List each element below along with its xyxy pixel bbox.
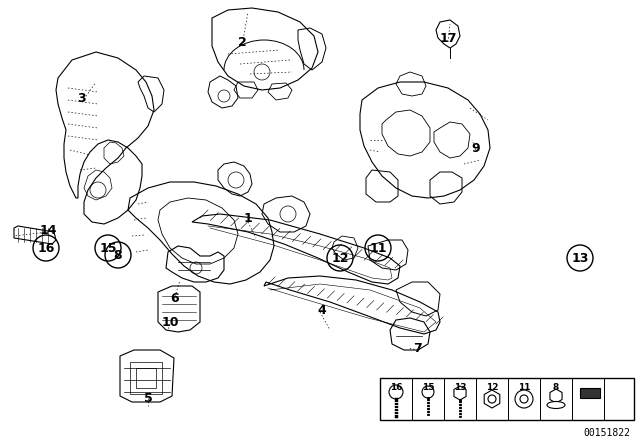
Text: 12: 12 [332, 251, 349, 264]
Text: 1: 1 [244, 211, 252, 224]
Text: 4: 4 [317, 303, 326, 316]
Text: 14: 14 [39, 224, 57, 237]
Text: 00151822: 00151822 [583, 428, 630, 438]
Text: 13: 13 [454, 383, 467, 392]
Polygon shape [550, 389, 562, 403]
Text: 7: 7 [413, 341, 422, 354]
Polygon shape [454, 386, 466, 400]
Polygon shape [580, 388, 600, 398]
Text: 11: 11 [369, 241, 387, 254]
Text: 16: 16 [390, 383, 403, 392]
Text: 11: 11 [518, 383, 531, 392]
Circle shape [515, 390, 533, 408]
Text: 15: 15 [99, 241, 116, 254]
Circle shape [520, 395, 528, 403]
Text: 12: 12 [486, 383, 499, 392]
Ellipse shape [547, 401, 565, 409]
Text: 8: 8 [553, 383, 559, 392]
Text: 9: 9 [472, 142, 480, 155]
Text: 15: 15 [422, 383, 435, 392]
Text: 17: 17 [439, 31, 457, 44]
Text: 3: 3 [77, 91, 86, 104]
Text: 8: 8 [114, 249, 122, 262]
Text: 5: 5 [143, 392, 152, 405]
Text: 6: 6 [171, 292, 179, 305]
Text: 10: 10 [161, 315, 179, 328]
Text: 13: 13 [572, 251, 589, 264]
Polygon shape [484, 390, 500, 408]
Circle shape [488, 395, 496, 403]
Text: 16: 16 [37, 241, 54, 254]
Text: 2: 2 [237, 35, 246, 48]
